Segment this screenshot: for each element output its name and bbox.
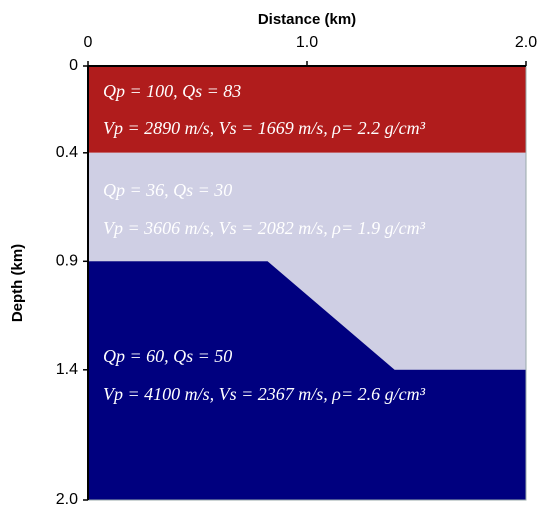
- layer-label: Qp = 36, Qs = 30: [103, 180, 232, 200]
- y-tick-label: 0.4: [56, 144, 78, 161]
- x-tick-label: 1.0: [296, 34, 318, 51]
- y-tick-label: 2.0: [56, 491, 78, 508]
- y-tick-label: 0.9: [56, 253, 78, 270]
- layer-label: Vp = 2890 m/s, Vs = 1669 m/s, ρ= 2.2 g/c…: [103, 118, 426, 138]
- layer-label: Vp = 4100 m/s, Vs = 2367 m/s, ρ= 2.6 g/c…: [103, 384, 426, 404]
- x-axis-label: Distance (km): [258, 11, 356, 28]
- layer-label: Qp = 100, Qs = 83: [103, 81, 241, 101]
- y-tick-label: 1.4: [56, 361, 78, 378]
- y-axis-label: Depth (km): [9, 244, 26, 322]
- x-tick-label: 2.0: [515, 34, 537, 51]
- y-tick-label: 0: [69, 57, 78, 74]
- x-tick-label: 0: [84, 34, 93, 51]
- layer: [88, 66, 526, 153]
- layer: [88, 261, 526, 500]
- layer: [88, 152, 526, 370]
- layer-label: Qp = 60, Qs = 50: [103, 346, 232, 366]
- layer-label: Vp = 3606 m/s, Vs = 2082 m/s, ρ= 1.9 g/c…: [103, 218, 426, 238]
